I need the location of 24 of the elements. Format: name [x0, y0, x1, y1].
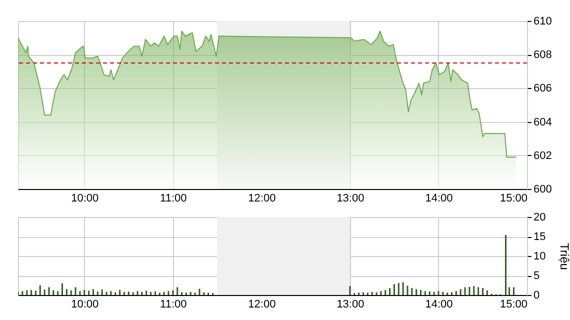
y-tick-label: 602 [534, 150, 552, 162]
y-tick-label: 20 [534, 212, 546, 224]
x-tick-label: 15:00 [500, 298, 528, 310]
y-tick-label: 0 [534, 290, 540, 302]
y-tick-label: 610 [534, 16, 552, 28]
y-tick-label: 10 [534, 250, 546, 262]
y-tick-label: 5 [534, 270, 540, 282]
x-tick-label: 13:00 [336, 192, 364, 204]
x-tick-label: 12:00 [248, 192, 276, 204]
y-tick-label: 606 [534, 82, 552, 95]
y-tick-label: 608 [534, 49, 552, 62]
x-tick-label: 11:00 [160, 298, 187, 310]
x-tick-label: 10:00 [71, 298, 99, 310]
x-tick-label: 11:00 [160, 192, 187, 204]
x-tick-label: 14:00 [425, 192, 453, 204]
y-tick-label: 600 [534, 184, 552, 196]
x-tick-label: 10:00 [71, 192, 99, 204]
y-tick-label: 604 [534, 116, 552, 128]
y-axis-title: Triệu [558, 243, 570, 270]
x-tick-label: 12:00 [248, 298, 276, 310]
x-tick-label: 13:00 [336, 298, 364, 310]
x-tick-label: 14:00 [425, 298, 453, 310]
y-tick-label: 15 [534, 231, 546, 243]
x-tick-label: 15:00 [500, 192, 528, 204]
